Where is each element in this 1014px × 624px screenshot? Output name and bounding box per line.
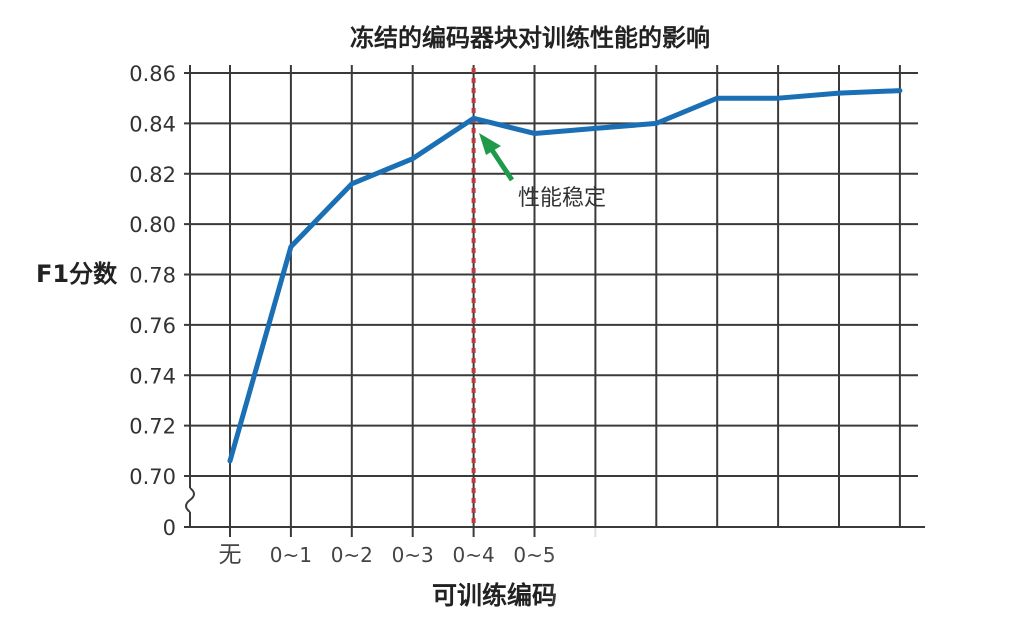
y-tick-label: 0.74	[129, 364, 176, 388]
x-tick-label: 0~4	[452, 543, 494, 567]
y-tick-label: 0.78	[129, 264, 176, 288]
x-tick-labels: 无 0~1 0~2 0~3 0~4 0~5	[219, 542, 556, 568]
y-tick-label: 0.72	[129, 415, 176, 439]
y-tick-label: 0	[163, 516, 176, 540]
y-tick-label: 0.82	[129, 163, 176, 187]
annotation-arrowhead	[479, 133, 501, 155]
y-tick-label: 0.76	[129, 314, 176, 338]
x-tick-label: 0~1	[270, 543, 312, 567]
x-tick-label: 0~2	[331, 543, 373, 567]
annotation-label: 性能稳定	[518, 186, 606, 211]
series-line-group	[227, 68, 903, 527]
y-tick-label: 0.86	[129, 62, 176, 86]
series-line	[227, 88, 903, 464]
axis-break	[185, 487, 195, 513]
x-tick-label: 无	[219, 542, 242, 568]
y-axis-label: F1分数	[36, 260, 118, 288]
annotation-arrow	[489, 148, 515, 182]
y-tick-label: 0.70	[129, 465, 176, 489]
y-tick-labels: 0.86 0.84 0.82 0.80 0.78 0.76 0.74 0.72 0.70 0	[129, 62, 190, 540]
x-axis-label: 可训练编码	[432, 581, 557, 610]
x-tick-label: 0~3	[392, 543, 434, 567]
grid	[185, 65, 925, 537]
y-tick-label: 0.80	[129, 213, 176, 237]
chart-title: 冻结的编码器块对训练性能的影响	[350, 24, 710, 52]
fade-overlay	[548, 528, 1014, 624]
y-tick-label: 0.84	[129, 112, 176, 136]
